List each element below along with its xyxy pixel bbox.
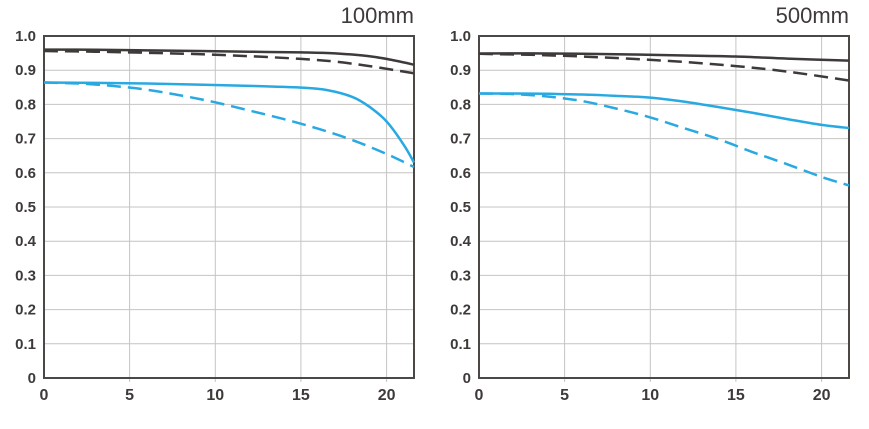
plot-area: 0 0.1 0.2 0.3 0.4 0.5 0.6 0.7 0.8 0.9 1.0 0 5 10 15 20: [15, 28, 416, 404]
series-blue-solid: [478, 92, 850, 130]
x-tick-label: 20: [813, 387, 831, 404]
x-tick-label: 0: [40, 387, 49, 404]
plot-border: [478, 35, 850, 379]
y-tick-label: 1.0: [15, 28, 36, 45]
y-tick-label: 0.3: [450, 267, 471, 284]
y-tick-label: 0: [28, 370, 36, 387]
y-tick-label: 0.3: [15, 267, 36, 284]
y-tick-label: 0.9: [450, 62, 471, 79]
chart-title: 100mm: [340, 3, 414, 28]
x-tick-label: 0: [475, 387, 484, 404]
x-tick-label: 5: [125, 387, 134, 404]
series-black-dashed: [478, 52, 850, 82]
plot-area: 0 0.1 0.2 0.3 0.4 0.5 0.6 0.7 0.8 0.9 1.0 0 5 10 15 20: [450, 28, 850, 404]
mtf-chart-100mm: 100mm 0 0.1 0.2 0.3 0.4 0.5 0.6 0.7 0.8 0.9 1.0 0 5 1…: [0, 0, 434, 429]
series-blue-dashed: [478, 92, 850, 187]
series-blue-dashed: [43, 81, 415, 169]
y-tick-label: 0.1: [450, 336, 471, 353]
y-tick-label: 1.0: [450, 28, 471, 45]
mtf-chart-500mm: 500mm 0 0.1 0.2 0.3 0.4 0.5 0.6 0.7 0.8 0.9 1.0 0 5 1…: [435, 0, 869, 429]
x-tick-label: 5: [560, 387, 569, 404]
y-tick-label: 0.2: [15, 302, 36, 319]
y-tick-label: 0.2: [450, 302, 471, 319]
series-black-solid: [43, 48, 415, 66]
y-tick-label: 0.6: [450, 165, 471, 182]
y-tick-label: 0.5: [15, 199, 36, 216]
series-blue-solid: [43, 81, 416, 164]
y-tick-label: 0.4: [15, 233, 37, 250]
plot-border: [43, 35, 415, 379]
x-tick-label: 15: [727, 387, 745, 404]
y-tick-label: 0.8: [450, 96, 471, 113]
y-tick-label: 0.7: [15, 131, 36, 148]
x-tick-label: 10: [206, 387, 224, 404]
y-tick-label: 0.6: [15, 165, 36, 182]
x-tick-label: 20: [378, 387, 396, 404]
series-black-solid: [478, 52, 850, 62]
y-tick-label: 0.1: [15, 336, 36, 353]
y-tick-label: 0: [463, 370, 471, 387]
y-tick-label: 0.8: [15, 96, 36, 113]
y-tick-label: 0.5: [450, 199, 471, 216]
x-tick-label: 10: [641, 387, 659, 404]
chart-title: 500mm: [775, 3, 849, 28]
series-black-dashed: [43, 49, 415, 75]
y-tick-label: 0.7: [450, 131, 471, 148]
y-tick-label: 0.9: [15, 62, 36, 79]
x-tick-label: 15: [292, 387, 310, 404]
y-tick-label: 0.4: [450, 233, 472, 250]
